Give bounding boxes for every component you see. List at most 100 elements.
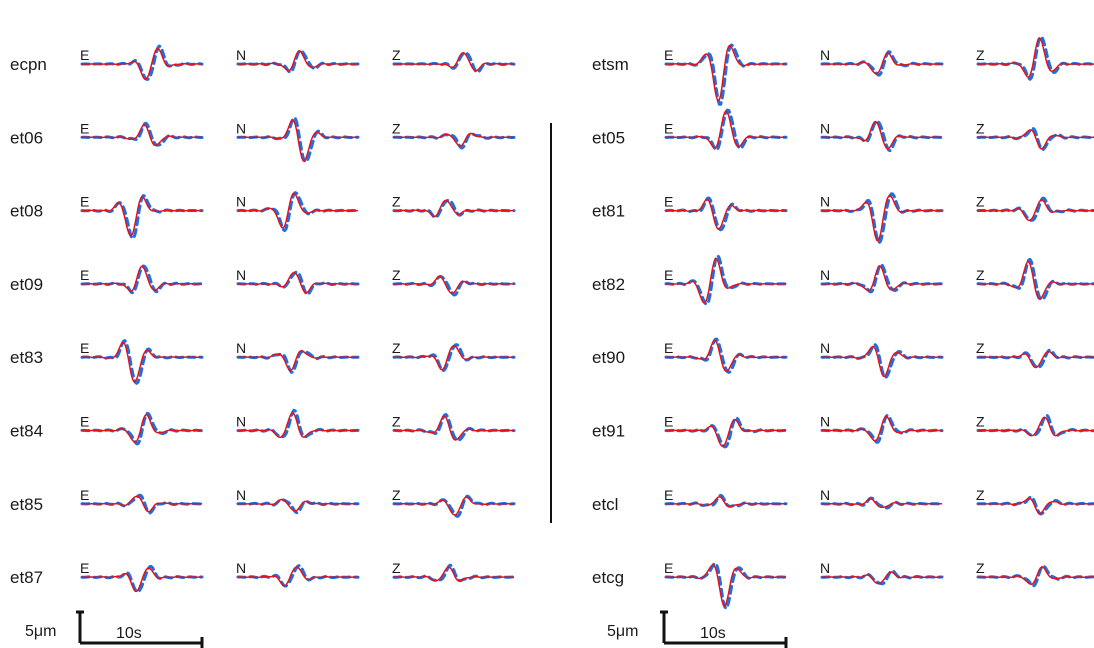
synthetic-trace [666,339,786,373]
scale-bar: 5μm 10s [607,610,788,648]
synthetic-trace [666,257,786,304]
component-label: N [820,414,830,430]
station-label: et83 [10,348,43,367]
observed-trace [392,494,516,518]
observed-trace [976,495,1094,516]
observed-trace [392,413,516,442]
observed-trace [664,337,788,374]
synthetic-trace [666,44,786,102]
scale-time-label: 10s [700,625,726,642]
synthetic-trace [81,567,202,593]
observed-trace [392,51,516,74]
component-label: E [80,340,89,356]
component-label: N [820,120,830,136]
observed-trace [392,198,516,219]
component-label: N [236,267,246,283]
synthetic-trace [978,199,1094,222]
synthetic-trace [394,275,514,295]
synthetic-trace [82,124,202,147]
component-label: N [820,340,830,356]
component-label: Z [392,120,401,136]
synthetic-trace [82,341,202,383]
station-label: et09 [10,275,43,294]
synthetic-trace [238,566,358,587]
synthetic-trace [82,413,202,444]
synthetic-trace [238,498,358,512]
observed-trace [80,194,204,240]
synthetic-trace [978,497,1094,515]
synthetic-trace [978,566,1094,586]
station-label: etcg [592,568,624,587]
component-label: E [80,194,89,210]
synthetic-trace [238,411,358,438]
synthetic-trace [666,496,786,508]
station-label: et06 [10,128,43,147]
synthetic-trace [666,418,786,447]
component-label: N [820,560,830,576]
observed-trace [820,192,944,245]
component-label: E [80,120,89,136]
component-label: E [80,267,89,283]
component-label: Z [976,120,985,136]
component-label: N [820,487,830,503]
synthetic-trace [238,271,358,294]
synthetic-trace [238,50,358,72]
component-label: E [664,414,673,430]
station-label: et81 [592,202,625,221]
component-label: Z [976,194,985,210]
component-label: E [80,414,89,430]
station-label: et84 [10,422,43,441]
observed-trace [80,264,204,295]
observed-trace [820,413,944,444]
synthetic-trace [822,571,942,585]
component-label: E [80,560,89,576]
observed-trace [976,348,1094,369]
component-label: E [664,47,673,63]
synthetic-trace [394,51,515,72]
synthetic-trace [82,196,202,237]
component-label: N [236,487,246,503]
component-label: N [820,47,830,63]
component-label: N [820,267,830,283]
synthetic-trace [238,350,358,372]
synthetic-trace [978,260,1094,300]
observed-trace [236,49,360,74]
station-label: et82 [592,275,625,294]
component-label: Z [392,340,401,356]
station-label: et91 [592,422,625,441]
observed-trace [820,496,944,510]
synthetic-trace [394,566,514,582]
station-label: etcl [592,495,618,514]
component-label: Z [976,560,985,576]
synthetic-trace [821,120,942,150]
synthetic-trace [237,192,358,229]
component-label: E [664,340,673,356]
component-label: Z [392,47,401,63]
component-label: N [236,120,246,136]
component-label: N [236,47,246,63]
component-label: E [664,560,673,576]
synthetic-trace [822,345,942,378]
component-label: Z [392,414,401,430]
scale-time-label: 10s [116,625,142,642]
component-label: Z [392,560,401,576]
component-label: Z [976,414,985,430]
component-label: N [236,194,246,210]
observed-trace [80,411,204,446]
synthetic-trace [82,495,202,513]
synthetic-trace [978,350,1094,369]
component-label: E [664,120,673,136]
synthetic-trace [822,415,942,442]
synthetic-trace [822,194,942,242]
station-label: et08 [10,202,43,221]
component-label: Z [392,194,401,210]
synthetic-trace [822,497,942,509]
synthetic-trace [238,119,359,162]
observed-trace [976,35,1094,81]
scale-amplitude-label: 5μm [607,623,638,640]
synthetic-trace [978,129,1094,150]
component-label: Z [392,487,401,503]
